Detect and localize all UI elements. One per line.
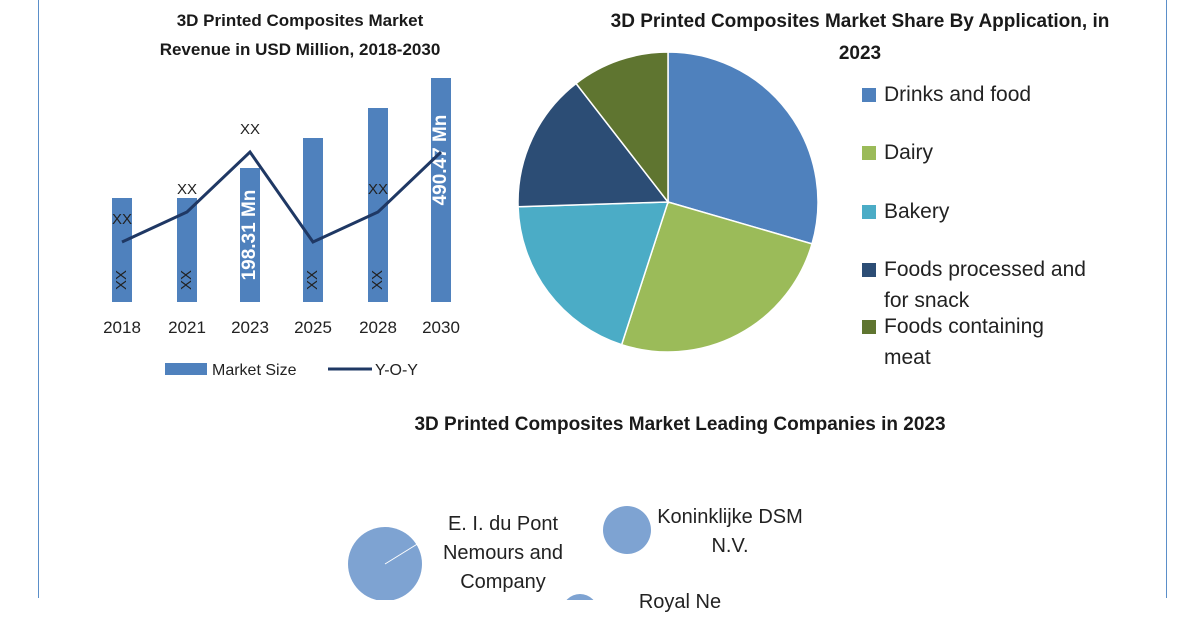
company-label: Royal Ne <box>610 588 750 617</box>
bar-market-size-2028 <box>368 108 388 302</box>
legend-label: Foods containing meat <box>884 315 1044 369</box>
infographic-frame <box>38 0 1167 598</box>
company-label-line: E. I. du Pont <box>447 513 559 535</box>
yoy-data-label: XX <box>240 121 260 138</box>
bar-market-size-2023 <box>240 168 260 302</box>
legend-label: Dairy <box>884 141 934 164</box>
bar-data-label: XX <box>304 270 321 290</box>
bar-market-size-2018 <box>112 198 132 302</box>
legend-swatch <box>862 88 876 102</box>
legend-swatch-market-size <box>165 363 207 375</box>
company-label: E. I. du Pont Nemours and Company <box>428 510 578 597</box>
pie-slice-2 <box>620 201 813 353</box>
legend-swatch <box>862 320 876 334</box>
companies-bubble-chart <box>348 506 651 600</box>
x-tick-label: 2021 <box>168 318 206 337</box>
x-tick-label: 2023 <box>231 318 269 337</box>
x-tick-label: 2018 <box>103 318 141 337</box>
pie-chart-title: 3D Printed Composites Market Share By Ap… <box>610 11 1110 64</box>
company-label-line: N.V. <box>711 535 749 557</box>
legend-label-market-size: Market Size <box>212 362 297 379</box>
company-label-line: Koninklijke DSM <box>657 506 803 528</box>
bar-data-label: XX <box>178 270 195 290</box>
revenue-combo-chart: XX XX 198.31 Mn XX XX 490.47 Mn XX XX XX XX 2018 20… <box>103 78 460 379</box>
company-label-line: Royal Ne <box>638 591 722 613</box>
legend-label-yoy: Y-O-Y <box>375 362 418 379</box>
bar-data-label: 198.31 Mn <box>239 190 260 281</box>
legend-label: Foods processed and for snack <box>884 258 1086 312</box>
legend-swatch <box>862 263 876 277</box>
legend-swatch <box>862 205 876 219</box>
bar-data-label: 490.47 Mn <box>430 115 451 206</box>
application-pie-chart <box>517 51 819 353</box>
x-tick-label: 2030 <box>422 318 460 337</box>
x-tick-label: 2025 <box>294 318 332 337</box>
yoy-data-label: XX <box>177 181 197 198</box>
legend-swatch <box>862 146 876 160</box>
bar-market-size-2021 <box>177 198 197 302</box>
bar-data-label: XX <box>369 270 386 290</box>
yoy-data-label: XX <box>112 211 132 228</box>
x-tick-label: 2028 <box>359 318 397 337</box>
pie-slice-3 <box>517 201 670 346</box>
company-label-line: Company <box>460 571 546 593</box>
bar-market-size-2025 <box>303 138 323 302</box>
bubble-leader-line <box>384 529 441 565</box>
company-label-line: Nemours and <box>442 542 564 564</box>
yoy-data-label: XX <box>368 181 388 198</box>
pie-slice-5 <box>575 51 669 205</box>
pie-slice-4 <box>517 82 670 208</box>
pie-slice-1 <box>667 51 819 245</box>
bar-market-size-2030 <box>431 78 451 302</box>
revenue-chart-title: 3D Printed Composites Market Revenue in … <box>159 11 441 59</box>
legend-label: Bakery <box>884 200 950 223</box>
legend-label: Drinks and food <box>884 83 1032 106</box>
companies-chart-title: 3D Printed Composites Market Leading Com… <box>414 414 946 435</box>
bar-data-label: XX <box>113 270 130 290</box>
company-bubble-2 <box>603 506 651 554</box>
company-bubble-3 <box>566 594 594 600</box>
company-label: Koninklijke DSM N.V. <box>640 503 820 561</box>
line-yoy <box>121 149 443 244</box>
